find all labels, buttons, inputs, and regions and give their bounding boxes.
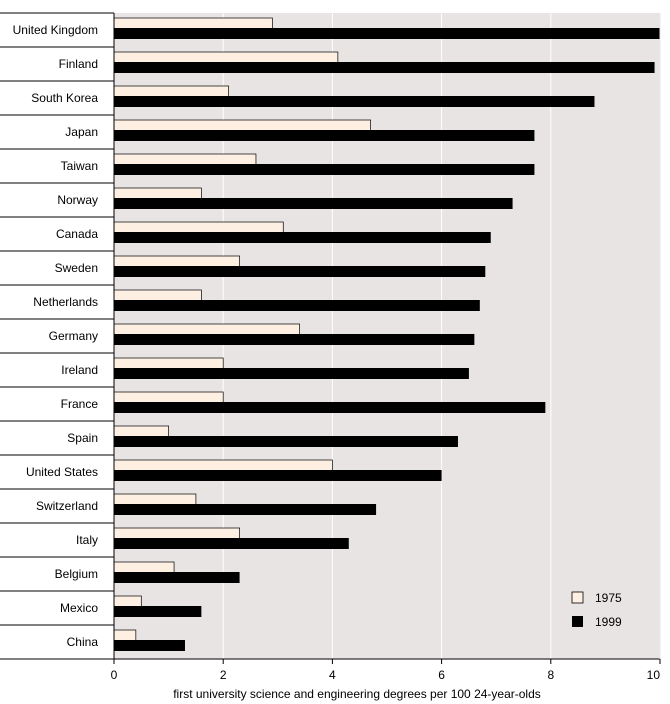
category-label: Italy xyxy=(76,533,98,547)
category-label: Canada xyxy=(56,227,98,241)
bar-1999 xyxy=(114,198,513,209)
category-label: United States xyxy=(26,465,98,479)
bar-1999 xyxy=(114,606,202,617)
bar-1975 xyxy=(113,595,142,608)
bar-1999 xyxy=(114,504,377,515)
bar-1999 xyxy=(114,130,535,141)
category-label: United Kingdom xyxy=(13,23,98,37)
bar-1999 xyxy=(114,232,491,243)
category-label: Belgium xyxy=(55,567,98,581)
bar-1975 xyxy=(113,153,257,166)
x-tick-label: 2 xyxy=(220,668,227,682)
x-axis-title: first university science and engineering… xyxy=(173,687,541,701)
category-label: Sweden xyxy=(55,261,98,275)
category-label: Japan xyxy=(65,125,98,139)
bar-1975 xyxy=(113,527,240,540)
bar-1975 xyxy=(113,323,300,336)
bar-1999 xyxy=(114,640,185,651)
bar-1999 xyxy=(114,368,469,379)
legend-label-1999: 1999 xyxy=(595,615,622,629)
bar-1975 xyxy=(113,425,169,438)
category-label: Ireland xyxy=(61,363,98,377)
bar-1975 xyxy=(113,289,202,302)
bar-1975 xyxy=(113,561,175,574)
x-tick-label: 6 xyxy=(438,668,445,682)
bar-1999 xyxy=(114,436,458,447)
bar-1999 xyxy=(114,572,240,583)
bar-1975 xyxy=(113,357,224,370)
x-tick-label: 0 xyxy=(111,668,118,682)
category-label: Switzerland xyxy=(36,499,98,513)
category-label: Germany xyxy=(49,329,98,343)
legend-label-1975: 1975 xyxy=(595,591,622,605)
bar-1999 xyxy=(114,62,655,73)
bar-1975 xyxy=(113,629,137,642)
x-tick-label: 8 xyxy=(547,668,554,682)
category-label: South Korea xyxy=(31,91,98,105)
bar-1999 xyxy=(114,28,660,39)
category-label: Taiwan xyxy=(61,159,98,173)
category-label: Mexico xyxy=(60,601,98,615)
legend-swatch-1975 xyxy=(571,591,584,604)
category-label: China xyxy=(67,635,99,649)
bar-1975 xyxy=(113,459,333,472)
category-label: Finland xyxy=(59,57,98,71)
legend-swatch-1999 xyxy=(572,616,583,627)
bar-1975 xyxy=(113,85,230,98)
bar-1999 xyxy=(114,470,442,481)
x-tick-label: 4 xyxy=(329,668,336,682)
bar-1975 xyxy=(113,391,224,404)
bar-1975 xyxy=(113,255,240,268)
bar-1999 xyxy=(114,300,480,311)
bar-1975 xyxy=(113,493,197,506)
bar-1999 xyxy=(114,538,349,549)
bar-1999 xyxy=(114,334,475,345)
bar-1999 xyxy=(114,96,595,107)
bar-1975 xyxy=(113,51,339,64)
bar-1975 xyxy=(113,17,273,30)
bar-1975 xyxy=(113,187,202,200)
category-label: France xyxy=(61,397,99,411)
bar-1999 xyxy=(114,402,546,413)
bar-1999 xyxy=(114,164,535,175)
bar-1999 xyxy=(114,266,486,277)
x-tick-label: 10 xyxy=(647,668,661,682)
bar-1975 xyxy=(113,221,284,234)
category-label: Spain xyxy=(67,431,98,445)
bar-1975 xyxy=(113,119,371,132)
category-label: Netherlands xyxy=(33,295,98,309)
category-label: Norway xyxy=(57,193,98,207)
